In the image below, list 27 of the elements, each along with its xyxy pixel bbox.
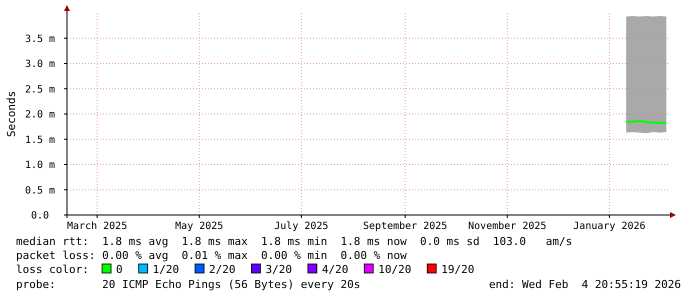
legend-label: 3/20 xyxy=(265,263,292,276)
text: median rtt: 1.8 ms avg 1.8 ms max 1.8 ms min 1.8 ms now 0.0 ms sd 103.0 am/s xyxy=(16,235,572,248)
x-tick-label: September 2025 xyxy=(363,221,448,232)
legend-label: 0 xyxy=(116,263,123,276)
legend-title: loss color: xyxy=(16,263,89,276)
x-tick-label: July 2025 xyxy=(274,221,328,232)
x-tick-label: January 2026 xyxy=(573,221,646,232)
y-tick-label: 3.0 m xyxy=(24,59,56,70)
y-tick-label: 2.0 m xyxy=(24,110,56,120)
legend-label: 10/20 xyxy=(378,263,412,276)
x-tick-label: March 2025 xyxy=(67,221,128,232)
y-tick-label: 2.5 m xyxy=(24,84,56,96)
x-tick-label: November 2025 xyxy=(468,221,546,232)
y-axis-title: Seconds xyxy=(5,90,18,138)
legend-label: 2/20 xyxy=(209,263,236,276)
y-tick-label: 0.5 m xyxy=(24,185,56,196)
text: end: Wed Feb 4 20:55:19 2026 xyxy=(488,278,681,291)
y-tick-label: 3.5 m xyxy=(24,34,56,45)
legend-label: 4/20 xyxy=(322,263,348,276)
legend-label: 1/20 xyxy=(152,263,180,276)
y-tick-label: 1.5 m xyxy=(24,134,56,146)
x-tick-label: May 2025 xyxy=(175,221,224,232)
legend-label: 19/20 xyxy=(441,263,474,276)
y-tick-label: 0.0 xyxy=(30,210,50,222)
text: probe: 20 ICMP Echo Pings (56 Bytes) every 20s xyxy=(16,278,360,291)
y-tick-label: 1.0 m xyxy=(24,160,56,171)
text: packet loss: 0.00 % avg 0.01 % max 0.00 % min 0.00 % now xyxy=(16,249,408,262)
